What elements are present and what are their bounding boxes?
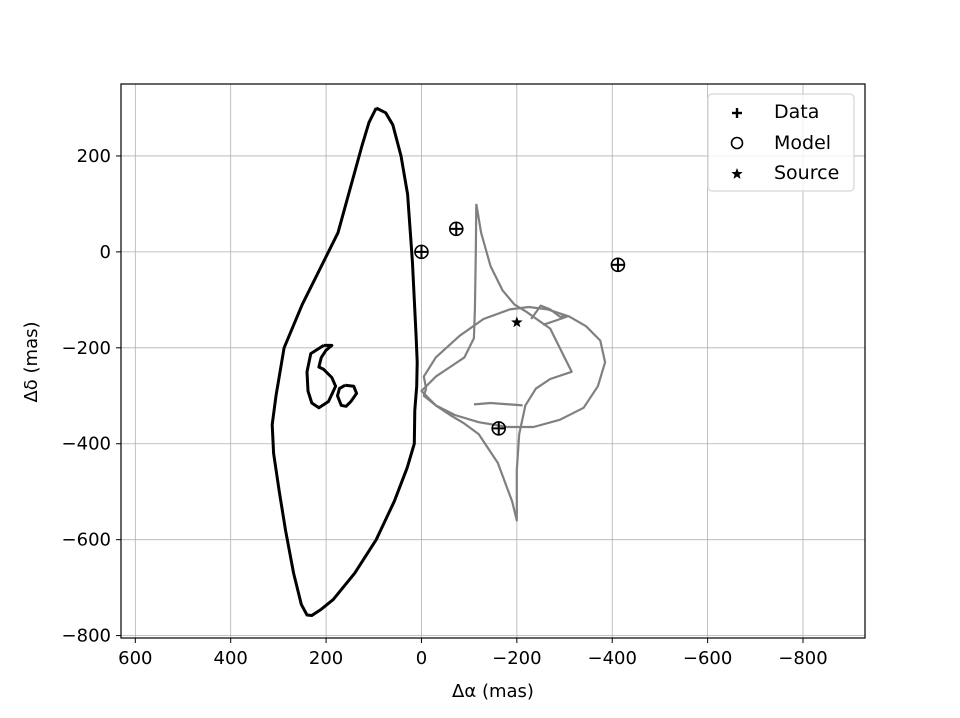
markers <box>414 221 626 436</box>
y-tick-label: −800 <box>62 626 111 647</box>
y-tick-label: 200 <box>77 146 111 167</box>
legend-marker-model <box>730 136 744 150</box>
data-marker <box>449 222 463 236</box>
critical-curve <box>270 106 419 617</box>
caustic-curve <box>473 401 523 407</box>
y-tick-label: 0 <box>100 242 111 263</box>
x-tick-label: 0 <box>416 648 427 669</box>
legend-marker-data <box>732 108 742 118</box>
x-tick-label: 600 <box>118 648 152 669</box>
y-axis-label: Δδ (mas) <box>21 321 42 402</box>
x-tick-label: −600 <box>683 648 732 669</box>
x-axis-label: Δα (mas) <box>452 681 534 702</box>
source-marker <box>511 316 523 328</box>
ticks: 600 400 200 0 −200 −400 −600 −800 200 0 −200 −400 −6… <box>62 146 828 669</box>
legend-label-model: Model <box>774 132 831 154</box>
caustic-curve <box>420 203 573 522</box>
x-tick-label: −400 <box>588 648 637 669</box>
caustic-curve <box>422 305 607 429</box>
curves <box>270 106 607 617</box>
plot-frame <box>120 83 866 639</box>
legend-box <box>707 93 855 192</box>
y-tick-label: −600 <box>62 530 111 551</box>
x-tick-label: −200 <box>492 648 541 669</box>
legend: Data Model Source <box>707 93 855 192</box>
x-tick-label: 200 <box>309 648 343 669</box>
caustic-curve <box>530 304 569 326</box>
data-marker <box>414 245 428 259</box>
legend-marker-source <box>731 168 743 179</box>
x-tick-label: 400 <box>214 648 248 669</box>
legend-label-data: Data <box>774 101 819 123</box>
critical-curve <box>305 343 338 410</box>
y-tick-label: −400 <box>62 434 111 455</box>
x-tick-label: −800 <box>778 648 827 669</box>
data-marker <box>492 421 506 435</box>
y-tick-label: −200 <box>62 338 111 359</box>
legend-label-source: Source <box>774 162 839 184</box>
critical-curve <box>336 383 359 408</box>
data-marker <box>611 258 625 272</box>
